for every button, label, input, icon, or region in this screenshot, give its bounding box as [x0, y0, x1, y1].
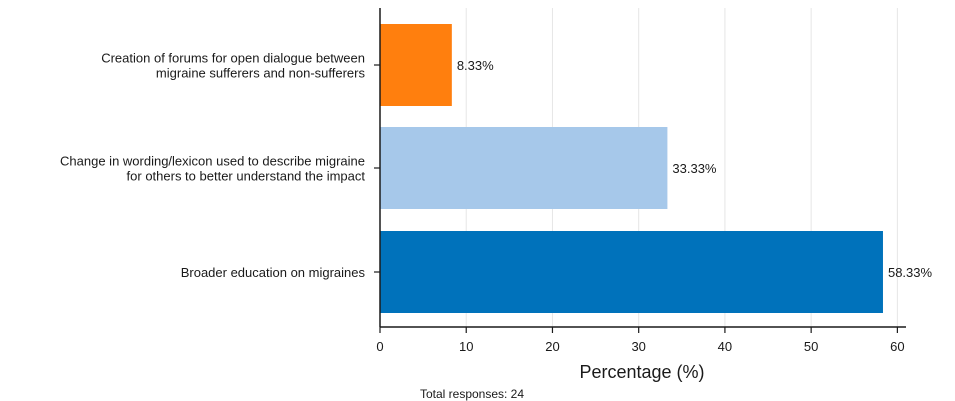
bar-layer: 8.33% 33.33% 58.33%: [380, 24, 933, 313]
axis-layer: Creation of forums for open dialogue bet…: [60, 8, 906, 354]
x-tick-label-30: 30: [631, 339, 645, 354]
x-tick-label-50: 50: [804, 339, 818, 354]
x-axis-title: Percentage (%): [579, 362, 704, 382]
category-label-0: Creation of forums for open dialogue bet…: [101, 51, 365, 81]
category-label-1: Change in wording/lexicon used to descri…: [60, 154, 365, 184]
bar-0: [380, 24, 452, 106]
bar-2: [380, 231, 883, 313]
x-tick-label-20: 20: [545, 339, 559, 354]
total-responses-note: Total responses: 24: [420, 387, 524, 401]
x-tick-label-0: 0: [376, 339, 383, 354]
value-label-2: 58.33%: [888, 265, 933, 280]
value-label-1: 33.33%: [672, 161, 717, 176]
bar-1: [380, 127, 668, 209]
x-tick-label-60: 60: [890, 339, 904, 354]
value-label-0: 8.33%: [457, 58, 494, 73]
x-tick-label-10: 10: [459, 339, 473, 354]
x-tick-label-40: 40: [718, 339, 732, 354]
category-label-2: Broader education on migraines: [181, 265, 366, 280]
